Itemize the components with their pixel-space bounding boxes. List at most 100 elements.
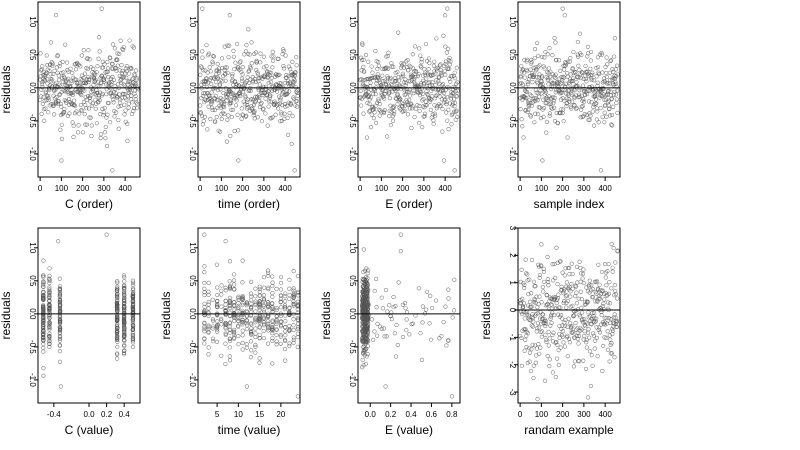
data-point bbox=[266, 285, 271, 290]
data-point bbox=[587, 282, 592, 287]
data-point bbox=[420, 91, 425, 96]
data-point bbox=[223, 65, 228, 70]
data-point bbox=[562, 98, 567, 103]
x-axis-label: C (value) bbox=[65, 423, 114, 437]
data-point bbox=[373, 120, 379, 125]
data-point bbox=[407, 97, 412, 103]
data-point bbox=[213, 93, 218, 98]
data-point bbox=[115, 306, 120, 312]
data-point bbox=[605, 62, 610, 67]
data-point bbox=[270, 361, 275, 366]
data-point bbox=[257, 284, 262, 289]
data-point bbox=[210, 297, 215, 302]
data-point bbox=[204, 43, 209, 48]
data-point bbox=[532, 47, 538, 52]
data-point bbox=[91, 66, 96, 71]
data-point bbox=[240, 301, 245, 306]
data-point bbox=[207, 78, 212, 83]
data-point bbox=[232, 128, 237, 134]
data-point bbox=[395, 92, 400, 97]
data-point bbox=[117, 68, 122, 73]
data-point bbox=[236, 324, 241, 329]
data-point bbox=[435, 65, 440, 70]
x-tick-label: 20 bbox=[276, 410, 285, 419]
data-point bbox=[283, 291, 288, 296]
data-point bbox=[47, 320, 52, 325]
data-point bbox=[561, 75, 567, 80]
data-point bbox=[607, 279, 612, 285]
y-tick-label: -0.5 bbox=[348, 114, 357, 128]
data-point bbox=[210, 326, 215, 331]
data-point bbox=[110, 61, 115, 67]
data-point bbox=[360, 294, 365, 299]
data-point bbox=[204, 84, 210, 90]
data-point bbox=[76, 123, 81, 128]
data-point bbox=[593, 97, 599, 102]
data-point bbox=[41, 296, 46, 301]
data-point bbox=[282, 111, 287, 116]
data-point bbox=[445, 6, 450, 11]
y-tick-label: 0.5 bbox=[188, 49, 197, 61]
data-point bbox=[416, 286, 421, 291]
data-point bbox=[364, 354, 369, 359]
data-point bbox=[57, 305, 62, 310]
data-point bbox=[604, 55, 609, 60]
data-point bbox=[227, 13, 232, 18]
data-point bbox=[240, 295, 245, 300]
data-point bbox=[546, 101, 551, 107]
data-point bbox=[419, 65, 424, 70]
data-point bbox=[443, 304, 448, 309]
data-point bbox=[47, 308, 52, 314]
data-point bbox=[563, 323, 568, 328]
data-point bbox=[581, 280, 586, 286]
data-point bbox=[130, 295, 136, 300]
data-point bbox=[121, 82, 126, 87]
data-point bbox=[612, 283, 618, 288]
data-point bbox=[114, 329, 120, 334]
data-point bbox=[576, 54, 581, 59]
data-point bbox=[423, 72, 428, 77]
data-point bbox=[130, 278, 136, 283]
data-point bbox=[219, 304, 224, 309]
data-point bbox=[591, 331, 596, 336]
data-point bbox=[544, 337, 549, 342]
data-point bbox=[232, 319, 237, 324]
data-point bbox=[448, 59, 453, 64]
data-point bbox=[47, 316, 52, 321]
data-point bbox=[72, 102, 77, 107]
data-point bbox=[586, 99, 592, 104]
data-point bbox=[539, 334, 544, 339]
data-point bbox=[571, 364, 576, 369]
y-tick-label: 0.0 bbox=[348, 82, 357, 94]
data-point bbox=[57, 334, 63, 339]
data-point bbox=[452, 104, 457, 109]
data-point bbox=[396, 280, 401, 285]
data-point bbox=[198, 72, 203, 77]
data-point bbox=[122, 314, 127, 319]
data-point bbox=[535, 75, 540, 80]
data-point bbox=[563, 63, 568, 68]
data-point bbox=[206, 324, 211, 330]
data-point bbox=[293, 85, 298, 90]
data-point bbox=[583, 323, 588, 329]
data-point bbox=[601, 307, 607, 312]
data-point bbox=[240, 340, 245, 345]
data-point bbox=[283, 319, 288, 324]
data-point bbox=[265, 123, 270, 128]
data-point bbox=[295, 274, 301, 279]
data-point bbox=[431, 121, 436, 127]
data-point bbox=[583, 299, 588, 304]
data-point bbox=[546, 329, 551, 334]
data-point bbox=[365, 307, 371, 312]
x-axis-label: time (value) bbox=[218, 423, 281, 437]
data-point bbox=[84, 97, 89, 102]
data-point bbox=[44, 53, 49, 58]
data-point bbox=[543, 96, 548, 102]
data-point bbox=[295, 335, 300, 340]
data-point bbox=[588, 49, 594, 55]
data-point bbox=[593, 319, 598, 324]
data-point bbox=[198, 103, 203, 108]
data-point bbox=[579, 271, 584, 276]
data-point bbox=[202, 264, 207, 269]
data-point bbox=[263, 96, 268, 101]
